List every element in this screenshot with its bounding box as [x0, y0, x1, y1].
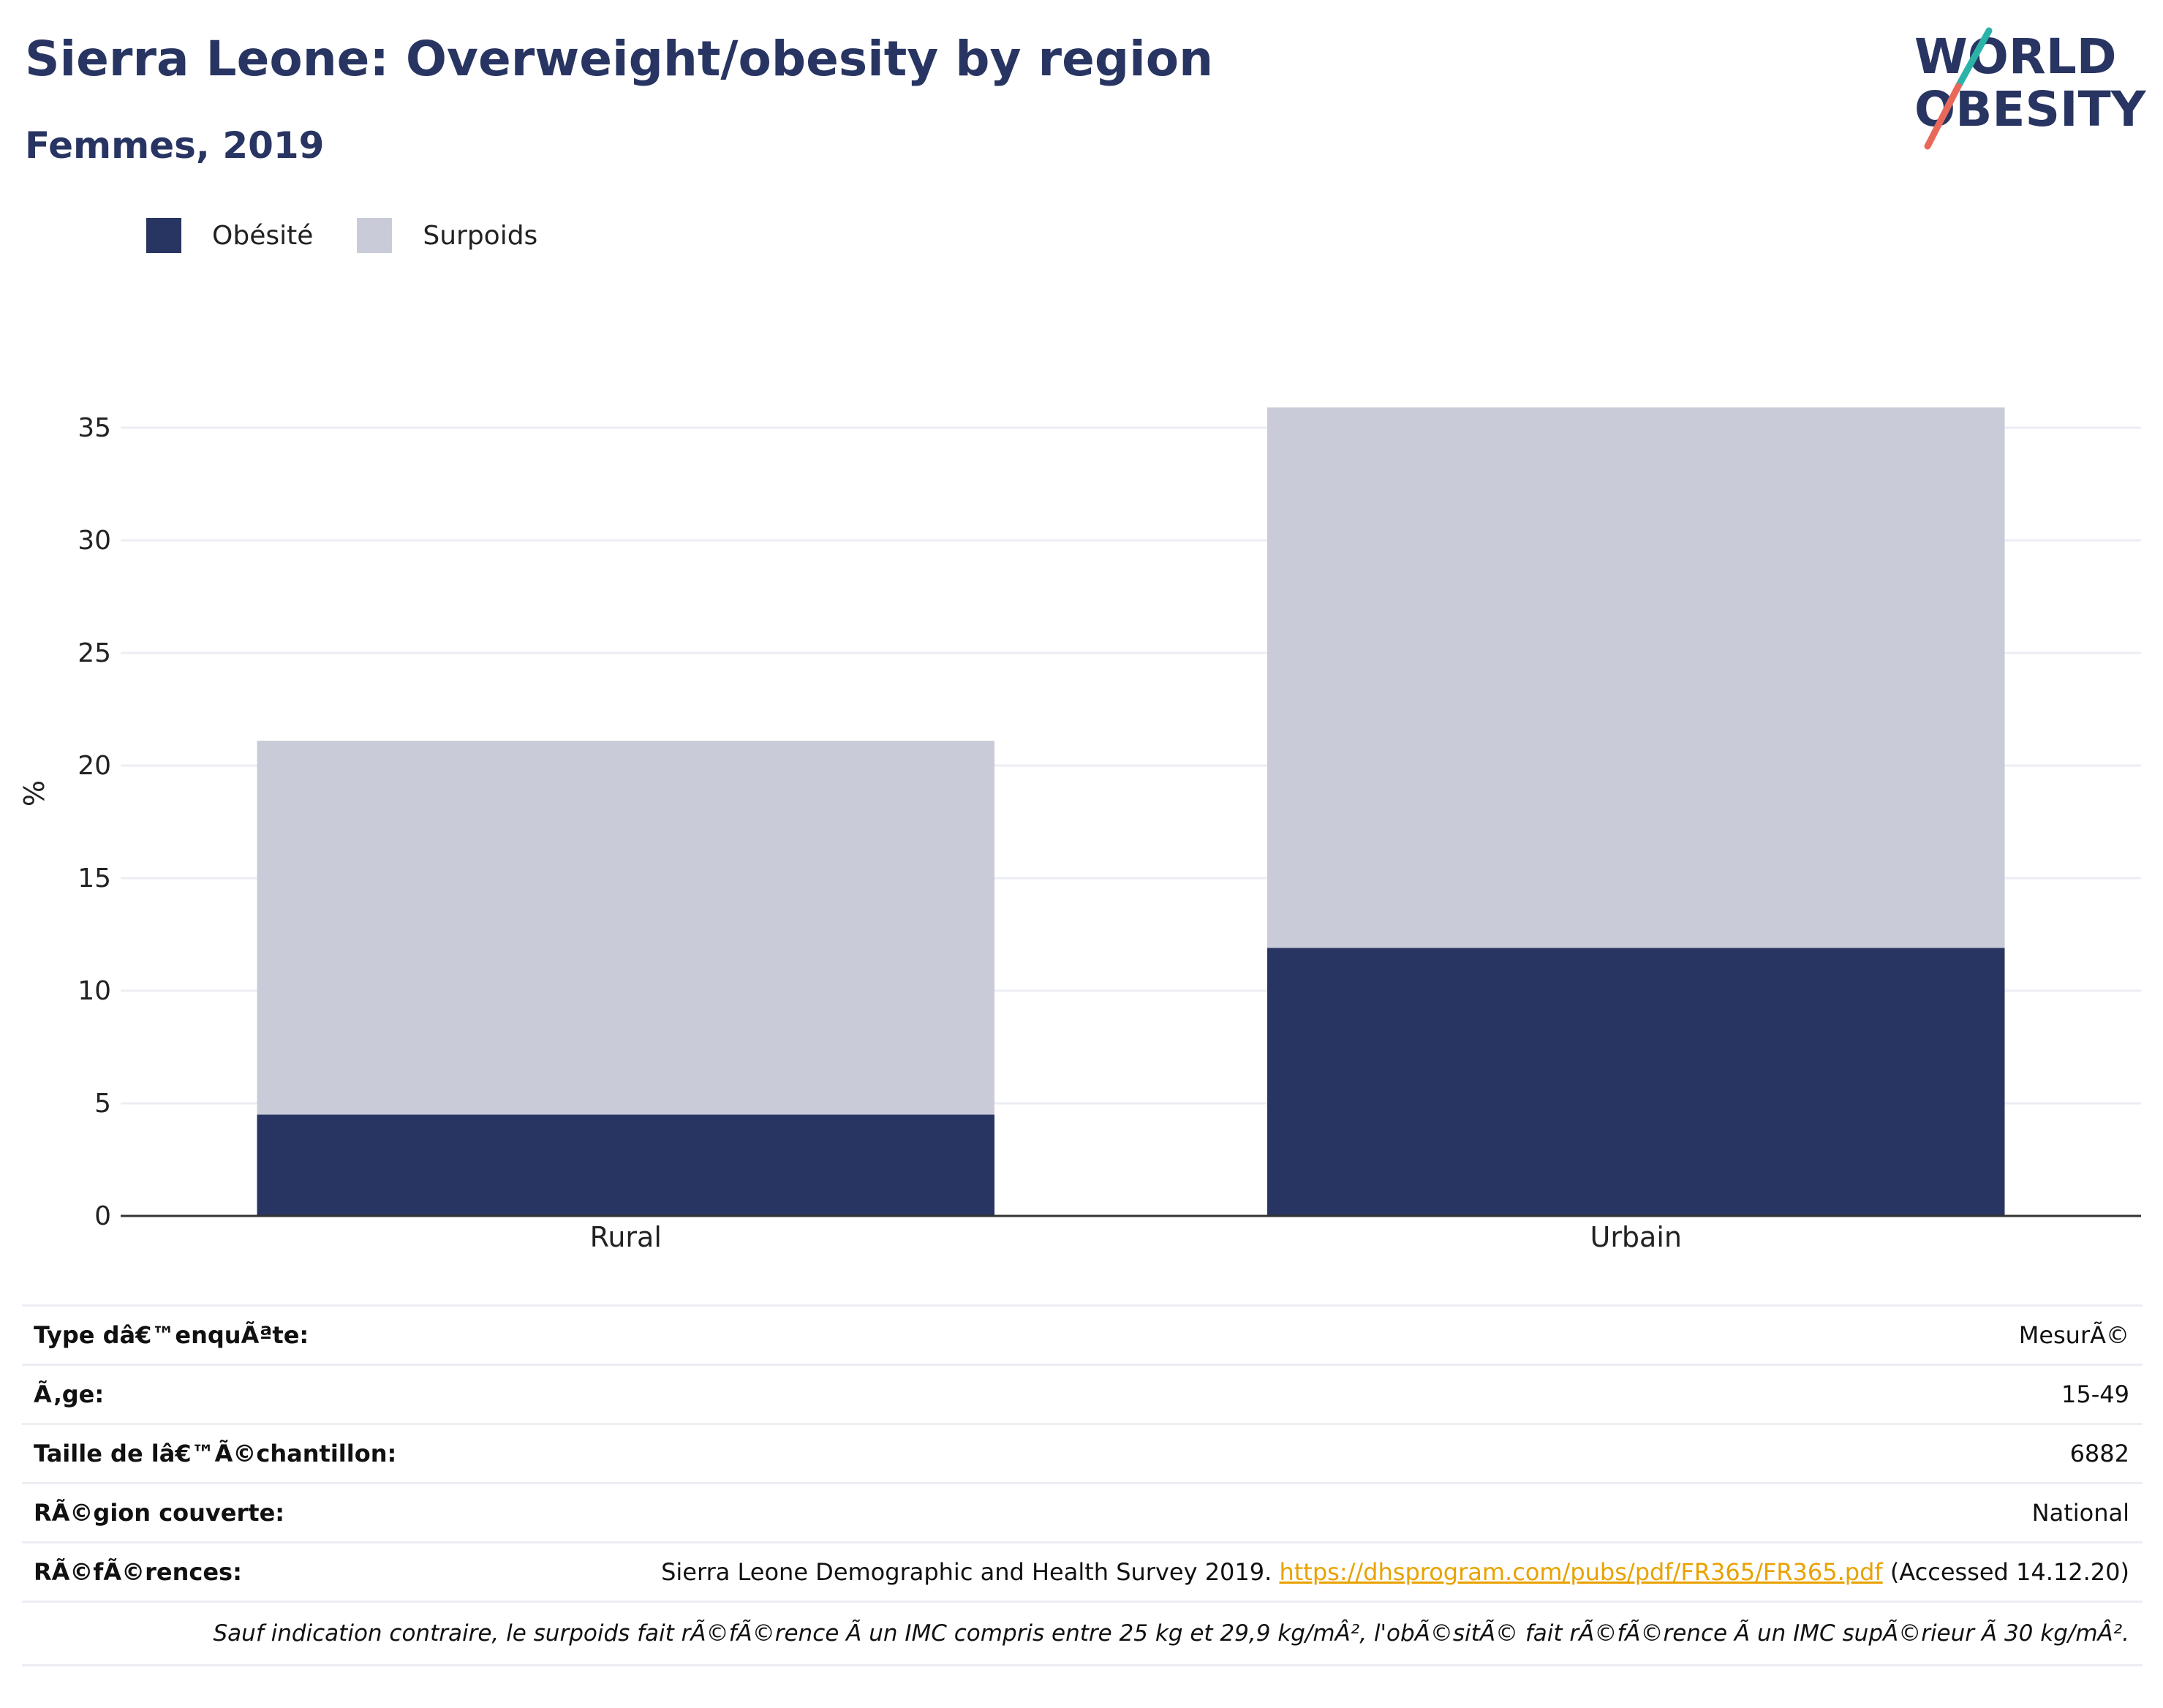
y-tick-label: 15 — [78, 864, 111, 893]
x-tick-label: Urbain — [1590, 1221, 1683, 1253]
y-tick-label: 10 — [78, 976, 111, 1006]
bar-obesity-rural — [257, 1114, 994, 1216]
info-row: Ã‚ge: 15-49 — [22, 1364, 2143, 1423]
legend-swatch-overweight — [357, 218, 393, 253]
page-title: Sierra Leone: Overweight/obesity by regi… — [25, 31, 1214, 87]
bar-chart: 0 5 10 15 20 25 30 35 Rural Urbain% — [18, 407, 2141, 1253]
x-tick-label: Rural — [590, 1221, 662, 1253]
bar-overweight-rural — [257, 741, 994, 1115]
info-label: RÃ©gion couverte: — [34, 1499, 285, 1527]
info-value: MesurÃ© — [2018, 1321, 2129, 1349]
info-value: 15-49 — [2061, 1380, 2129, 1408]
info-label: Type dâ€™enquÃªte: — [34, 1321, 309, 1349]
legend-item-overweight[interactable]: Surpoids — [357, 218, 537, 253]
y-tick-label: 25 — [78, 638, 111, 668]
reference-text: Sierra Leone Demographic and Health Surv… — [661, 1558, 1280, 1586]
y-tick-label: 0 — [94, 1201, 111, 1231]
reference-link[interactable]: https://dhsprogram.com/pubs/pdf/FR365/FR… — [1279, 1558, 1883, 1586]
logo-line1: WORLD — [1914, 29, 2117, 85]
logo-slash-teal — [1955, 27, 1993, 90]
info-value-references: Sierra Leone Demographic and Health Surv… — [661, 1558, 2129, 1586]
info-row-references: RÃ©fÃ©rences: Sierra Leone Demographic a… — [22, 1541, 2143, 1601]
survey-info-table: Type dâ€™enquÃªte: MesurÃ© Ã‚ge: 15-49 Taill… — [22, 1304, 2143, 1666]
page-subtitle: Femmes, 2019 — [25, 124, 325, 167]
chart-legend: Obésité Surpoids — [146, 218, 581, 253]
legend-swatch-obesity — [146, 218, 181, 253]
logo-slash-red — [1924, 83, 1962, 150]
info-row: Taille de lâ€™Ã©chantillon: 6882 — [22, 1423, 2143, 1482]
y-axis-label: % — [18, 780, 50, 806]
info-label-references: RÃ©fÃ©rences: — [34, 1558, 242, 1586]
reference-accessed: (Accessed 14.12.20) — [1882, 1558, 2129, 1586]
y-tick-label: 35 — [78, 413, 111, 443]
info-row: RÃ©gion couverte: National — [22, 1482, 2143, 1541]
definition-note: Sauf indication contraire, le surpoids f… — [22, 1601, 2143, 1666]
y-tick-label: 20 — [78, 751, 111, 781]
info-value: 6882 — [2069, 1440, 2129, 1467]
y-tick-label: 30 — [78, 526, 111, 556]
info-label: Taille de lâ€™Ã©chantillon: — [34, 1440, 397, 1467]
legend-label-overweight: Surpoids — [423, 220, 538, 251]
bar-overweight-urbain — [1267, 407, 2005, 948]
bar-obesity-urbain — [1267, 948, 2005, 1216]
world-obesity-logo: WORLD OBESITY — [1914, 27, 2147, 150]
info-value: National — [2031, 1499, 2129, 1527]
legend-label-obesity: Obésité — [212, 220, 314, 251]
y-tick-label: 5 — [94, 1089, 111, 1119]
info-label: Ã‚ge: — [34, 1380, 105, 1408]
info-row: Type dâ€™enquÃªte: MesurÃ© — [22, 1304, 2143, 1364]
legend-item-obesity[interactable]: Obésité — [146, 218, 313, 253]
